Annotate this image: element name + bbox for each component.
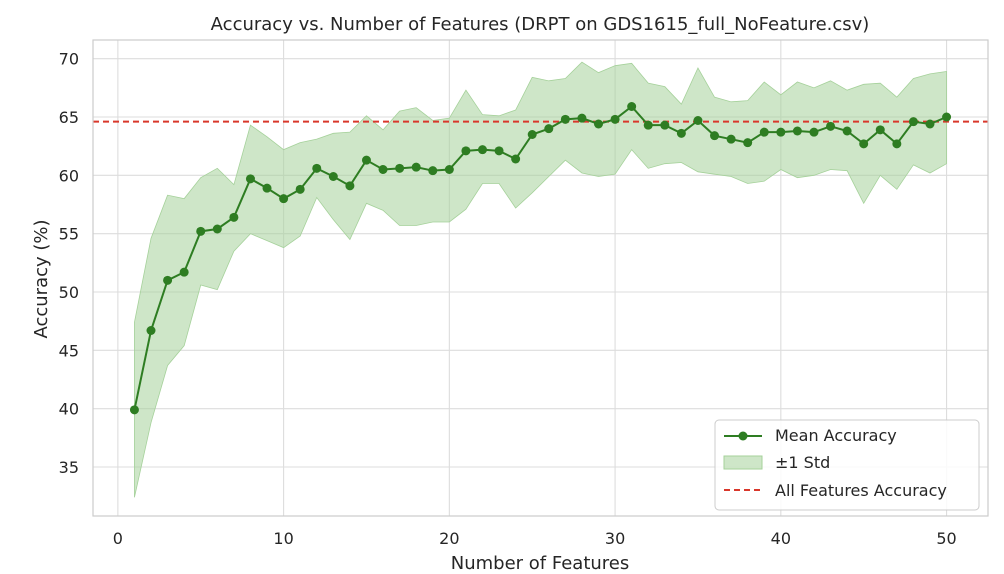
mean-accuracy-point bbox=[395, 163, 405, 173]
mean-accuracy-point bbox=[925, 119, 935, 129]
mean-accuracy-point bbox=[477, 145, 487, 155]
mean-accuracy-point bbox=[312, 163, 322, 173]
mean-accuracy-point bbox=[577, 113, 587, 123]
mean-accuracy-point bbox=[942, 112, 952, 122]
mean-accuracy-point bbox=[262, 183, 272, 193]
mean-accuracy-point bbox=[560, 114, 570, 124]
mean-accuracy-point bbox=[229, 212, 239, 222]
x-tick-label: 20 bbox=[439, 529, 459, 548]
legend-std-label: ±1 Std bbox=[775, 453, 830, 472]
y-tick-label: 60 bbox=[59, 166, 79, 185]
mean-accuracy-point bbox=[842, 126, 852, 136]
mean-accuracy-point bbox=[610, 114, 620, 124]
std-band bbox=[134, 61, 947, 498]
mean-accuracy-point bbox=[594, 119, 604, 129]
mean-accuracy-point bbox=[643, 120, 653, 130]
y-tick-label: 45 bbox=[59, 341, 79, 360]
plot-frame bbox=[92, 39, 989, 517]
mean-accuracy-point bbox=[361, 155, 371, 165]
x-tick-labels: 0 10 20 30 40 50 bbox=[113, 529, 957, 548]
y-axis-label: Accuracy (%) bbox=[31, 219, 52, 338]
mean-accuracy-point bbox=[759, 127, 769, 137]
mean-accuracy-point bbox=[511, 154, 521, 164]
mean-accuracy-point bbox=[295, 184, 305, 194]
mean-accuracy-point bbox=[378, 165, 388, 174]
mean-accuracy-point bbox=[212, 224, 222, 234]
mean-accuracy-point bbox=[627, 102, 637, 111]
mean-accuracy-point bbox=[710, 131, 720, 141]
mean-accuracy-point bbox=[279, 194, 289, 204]
mean-accuracy-point bbox=[129, 405, 139, 415]
legend-box bbox=[714, 419, 980, 511]
mean-accuracy-point bbox=[428, 166, 438, 176]
mean-accuracy-point bbox=[345, 181, 355, 191]
mean-accuracy-point bbox=[809, 127, 819, 137]
legend-mean-label: Mean Accuracy bbox=[775, 426, 897, 445]
x-tick-label: 0 bbox=[113, 529, 123, 548]
y-tick-label: 55 bbox=[59, 225, 79, 244]
mean-accuracy-point bbox=[461, 146, 471, 156]
mean-accuracy-point bbox=[676, 128, 686, 138]
mean-accuracy-point bbox=[776, 127, 786, 137]
mean-series bbox=[129, 102, 952, 415]
mean-accuracy-point bbox=[660, 120, 670, 130]
x-tick-label: 30 bbox=[605, 529, 625, 548]
mean-accuracy-point bbox=[792, 126, 802, 136]
mean-accuracy-point bbox=[859, 139, 869, 149]
x-tick-label: 40 bbox=[771, 529, 791, 548]
mean-accuracy-point bbox=[875, 125, 885, 135]
y-tick-label: 50 bbox=[59, 283, 79, 302]
mean-accuracy-point bbox=[196, 226, 206, 236]
x-tick-label: 50 bbox=[936, 529, 956, 548]
mean-accuracy-point bbox=[908, 117, 918, 127]
y-tick-label: 40 bbox=[59, 400, 79, 419]
mean-accuracy-point bbox=[163, 275, 173, 285]
mean-accuracy-point bbox=[494, 146, 504, 156]
mean-accuracy-point bbox=[544, 124, 554, 134]
mean-accuracy-point bbox=[527, 130, 537, 139]
y-tick-label: 65 bbox=[59, 108, 79, 127]
std-band-area bbox=[134, 61, 947, 498]
mean-accuracy-point bbox=[146, 326, 156, 335]
mean-accuracy-point bbox=[726, 134, 736, 144]
y-tick-label: 35 bbox=[59, 458, 79, 477]
x-axis-label: Number of Features bbox=[451, 553, 630, 574]
mean-accuracy-point bbox=[892, 139, 902, 149]
legend-ref-label: All Features Accuracy bbox=[775, 481, 947, 500]
mean-accuracy-point bbox=[245, 174, 255, 184]
mean-accuracy-point bbox=[328, 172, 338, 181]
mean-accuracy-point bbox=[444, 165, 454, 174]
legend-std-patch bbox=[723, 455, 763, 470]
x-tick-label: 10 bbox=[273, 529, 293, 548]
legend-mean-marker bbox=[738, 431, 748, 441]
mean-accuracy-point bbox=[743, 138, 753, 148]
legend: Mean Accuracy ±1 Std All Features Accura… bbox=[714, 419, 980, 511]
mean-accuracy-point bbox=[411, 162, 421, 172]
mean-accuracy-point bbox=[826, 121, 836, 131]
mean-accuracy-point bbox=[693, 116, 703, 125]
mean-accuracy-point bbox=[179, 267, 189, 277]
chart-title: Accuracy vs. Number of Features (DRPT on… bbox=[211, 14, 870, 35]
y-tick-label: 70 bbox=[59, 50, 79, 69]
y-tick-labels: 35 40 45 50 55 60 65 70 bbox=[59, 50, 79, 477]
